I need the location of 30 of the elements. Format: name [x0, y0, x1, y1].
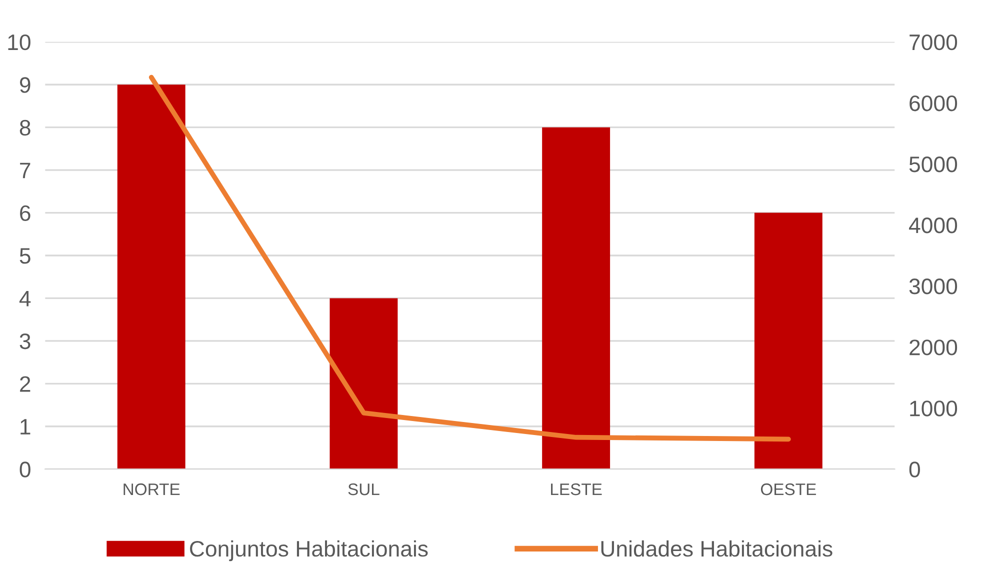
y-tick-label: 8: [20, 120, 30, 136]
y-tick-label: 3: [20, 333, 30, 350]
y-tick-label: 2: [20, 376, 30, 392]
y2-tick-label: 1000: [910, 400, 958, 416]
y-tick-label: 4: [19, 290, 31, 306]
y2-tick-label: 7000: [910, 34, 958, 50]
bar: [754, 212, 822, 470]
y-tick-label: 5: [20, 248, 30, 264]
y2-tick-label: 6000: [910, 95, 958, 112]
y-tick-label: 6: [20, 205, 30, 222]
x-tick-label: NORTE: [124, 483, 180, 496]
legend-label: Unidades Habitacionais: [601, 540, 832, 557]
x-tick-label: OESTE: [760, 483, 816, 496]
y-tick-label: 0: [20, 462, 30, 478]
y-tick-label: 9: [20, 77, 30, 93]
x-tick-label: LESTE: [551, 483, 602, 496]
bar: [542, 127, 610, 470]
bar: [330, 298, 398, 470]
y-tick-label: 1: [20, 419, 30, 434]
y-tick-label: 10: [8, 34, 30, 50]
line-series: [148, 74, 791, 442]
x-tick-label: SUL: [348, 483, 380, 496]
legend-label: Conjuntos Habitacionais: [190, 540, 428, 562]
y2-tick-label: 0: [909, 462, 920, 478]
bar: [117, 84, 186, 470]
y2-tick-label: 4000: [909, 218, 958, 234]
y2-tick-label: 3000: [909, 278, 958, 294]
y2-tick-label: 5000: [909, 156, 958, 172]
y-tick-label: 7: [20, 162, 30, 178]
y2-tick-label: 2000: [910, 340, 958, 356]
